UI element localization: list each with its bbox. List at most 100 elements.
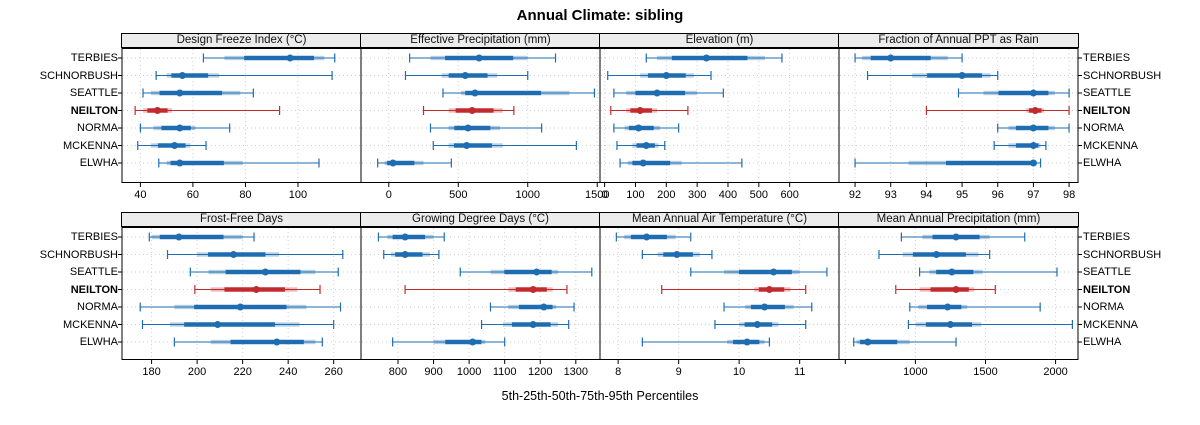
median-dot [1031, 107, 1039, 114]
site-axis-label-left: MCKENNA [62, 139, 118, 152]
inner-band [387, 160, 415, 166]
site-axis-label-right: MCKENNA [1083, 139, 1139, 152]
percentile-row [202, 53, 336, 63]
median-dot [887, 54, 895, 62]
panel-border [121, 227, 362, 360]
percentile-row [613, 123, 680, 133]
panel-strip-title: Mean Annual Air Temperature (°C) [599, 212, 840, 227]
inner-band [184, 322, 275, 327]
median-dot [643, 233, 651, 241]
inner-band [998, 90, 1049, 96]
percentile-row [866, 71, 999, 80]
inner-band [518, 304, 553, 310]
median-dot [464, 124, 472, 132]
percentile-row [641, 250, 713, 259]
median-dot [176, 159, 184, 167]
percentile-row [853, 337, 957, 347]
panel-plot: 0 100 200 300 400 500 600 [599, 48, 840, 201]
inner-band [504, 269, 552, 275]
median-dot [702, 54, 710, 62]
site-axis-label-left: TERBIES [70, 231, 118, 243]
percentile-row [645, 53, 783, 63]
panel-strip-title: Effective Precipitation (mm) [360, 33, 601, 48]
x-tick-label: 1300 [564, 366, 588, 378]
panel-strip-title: Frost-Free Days [121, 212, 362, 227]
percentile-row-highlight [134, 106, 281, 115]
x-tick-label: 200 [188, 366, 206, 378]
site-axis-label-left: ELWHA [79, 336, 118, 348]
site-axis-label-left: MCKENNA [62, 318, 118, 331]
site-axis-label-left: NORMA [77, 301, 118, 313]
median-dot [948, 268, 956, 276]
site-axis-label-left: NEILTON [70, 283, 118, 296]
x-tick-label: 240 [279, 366, 297, 378]
percentile-row [489, 302, 575, 312]
median-dot [401, 251, 409, 258]
site-axis-label-right: NEILTON [1083, 104, 1131, 117]
median-dot [175, 233, 183, 241]
inner-band [927, 73, 983, 78]
percentile-row [854, 53, 963, 63]
median-dot [662, 72, 670, 79]
percentile-row-highlight [610, 106, 689, 115]
median-dot [932, 251, 940, 258]
x-tick-label: 0 [386, 189, 392, 201]
inner-band [465, 90, 542, 96]
percentile-row [459, 267, 593, 277]
median-dot [944, 303, 952, 311]
percentile-row [480, 320, 570, 329]
median-dot [952, 286, 960, 293]
panel-plot: 800 900 1000 1100 1200 1300 [360, 227, 601, 378]
median-dot [389, 159, 397, 167]
percentile-caption: 5th-25th-50th-75th-95th Percentiles [501, 389, 699, 403]
inner-band [395, 252, 423, 257]
panel-plot: 0 500 1000 1500 [360, 48, 609, 201]
panel-strip-title: Fraction of Annual PPT as Rain [838, 33, 1079, 48]
site-axis-label-left: TERBIES [70, 52, 118, 64]
x-tick-label: 300 [688, 189, 706, 201]
site-axis-label-left: NORMA [77, 122, 118, 134]
median-dot [471, 89, 479, 97]
inner-band [453, 143, 492, 148]
x-tick-label: 100 [626, 189, 644, 201]
median-dot [286, 54, 294, 62]
median-dot [642, 142, 650, 149]
inner-band [161, 125, 191, 131]
median-dot [463, 142, 471, 149]
inner-band [244, 55, 314, 61]
median-dot [171, 142, 179, 149]
inner-band [859, 339, 898, 345]
percentile-row [377, 232, 445, 242]
median-dot [261, 268, 269, 276]
percentile-row [141, 320, 335, 329]
percentile-row [139, 123, 231, 133]
x-tick-label: 0 [602, 189, 608, 201]
x-tick-label: 200 [657, 189, 675, 201]
inner-band [930, 287, 969, 292]
median-dot [236, 303, 244, 311]
x-tick-label: 500 [449, 189, 467, 201]
median-dot [540, 303, 548, 311]
percentile-row [997, 123, 1070, 133]
x-tick-label: 600 [780, 189, 798, 201]
median-dot [469, 338, 477, 346]
x-tick-label: 1100 [493, 366, 517, 378]
percentile-row [619, 158, 743, 168]
percentile-row [377, 158, 452, 168]
percentile-row [854, 158, 1042, 168]
panel-border [599, 227, 840, 360]
inner-band [632, 160, 671, 166]
percentile-row [383, 250, 440, 259]
site-axis-label-right: MCKENNA [1083, 318, 1139, 331]
percentile-row [613, 88, 724, 98]
percentile-row-highlight [404, 285, 568, 294]
median-dot [178, 72, 186, 79]
x-tick-label: 100 [289, 189, 307, 201]
median-dot [461, 72, 469, 79]
median-dot [653, 89, 661, 97]
panel-border [360, 227, 601, 360]
site-axis-label-left: SEATTLE [69, 87, 118, 99]
x-tick-label: 500 [750, 189, 768, 201]
x-tick-label: 1000 [516, 189, 540, 201]
